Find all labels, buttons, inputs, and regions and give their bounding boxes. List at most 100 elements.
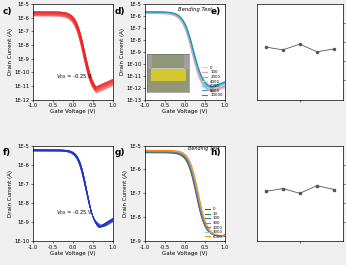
- 8000: [190, 46, 194, 49]
- 4000: [216, 86, 220, 89]
- 10000: [192, 51, 196, 54]
- 6000: [192, 54, 196, 57]
- Text: e): e): [210, 7, 220, 16]
- 6000: [223, 232, 227, 236]
- 8000: [211, 86, 215, 89]
- 10000: [216, 83, 220, 86]
- 3000: [143, 149, 147, 152]
- Text: $V_{DS}$ = -0.25 V: $V_{DS}$ = -0.25 V: [56, 208, 93, 217]
- 0: [191, 177, 195, 180]
- 6000: [216, 85, 220, 88]
- 8000: [191, 47, 195, 50]
- 1000: [190, 170, 194, 173]
- 1000: [210, 232, 215, 235]
- Y-axis label: Drain Current (A): Drain Current (A): [123, 170, 128, 217]
- 100: [216, 234, 220, 237]
- 2000: [191, 51, 195, 54]
- 4000: [223, 83, 227, 86]
- 0: [216, 234, 220, 237]
- Line: 100: 100: [145, 13, 225, 91]
- 10: [222, 235, 227, 238]
- 100: [216, 88, 220, 91]
- 0: [223, 86, 227, 89]
- 10: [143, 151, 147, 154]
- 0: [191, 54, 195, 57]
- 100: [143, 12, 147, 15]
- 2000: [143, 11, 147, 15]
- Text: $V_{DS}$ = -0.25 V: $V_{DS}$ = -0.25 V: [56, 73, 93, 81]
- 4000: [210, 88, 214, 91]
- 10000: [210, 85, 214, 89]
- Line: 0: 0: [145, 153, 225, 236]
- 2000: [223, 84, 227, 87]
- 4000: [191, 50, 195, 53]
- 8000: [143, 10, 147, 14]
- 1000: [221, 235, 225, 238]
- Line: 10000: 10000: [145, 12, 225, 87]
- 10000: [143, 10, 147, 13]
- Text: h): h): [210, 148, 221, 157]
- 100: [210, 90, 215, 93]
- 8000: [223, 81, 227, 84]
- 10000: [190, 45, 194, 48]
- 300: [223, 233, 227, 237]
- 300: [143, 150, 147, 153]
- 100: [223, 234, 227, 237]
- 0: [190, 53, 194, 56]
- 0: [210, 91, 215, 94]
- 0: [216, 89, 220, 92]
- Line: 300: 300: [145, 152, 225, 236]
- Line: 6000: 6000: [145, 12, 225, 89]
- 1000: [216, 234, 220, 237]
- 300: [216, 234, 220, 237]
- 100: [210, 232, 215, 236]
- 6000: [210, 231, 215, 235]
- 10: [143, 151, 147, 154]
- 3000: [191, 169, 195, 173]
- Line: 6000: 6000: [145, 150, 225, 236]
- 100: [143, 150, 147, 153]
- 3000: [216, 234, 220, 237]
- 2000: [210, 89, 215, 92]
- 0: [143, 151, 147, 154]
- 100: [143, 12, 147, 15]
- 300: [190, 171, 194, 174]
- Line: 8000: 8000: [145, 12, 225, 88]
- Line: 4000: 4000: [145, 13, 225, 90]
- 2000: [190, 50, 194, 53]
- 10: [216, 234, 220, 237]
- Line: 10: 10: [145, 152, 225, 236]
- 0: [190, 176, 194, 179]
- 6000: [143, 11, 147, 14]
- 1000: [192, 176, 196, 179]
- 10000: [143, 10, 147, 13]
- Legend: 0, 100, 2000, 4000, 6000, 8000, 10000: 0, 100, 2000, 4000, 6000, 8000, 10000: [202, 65, 223, 98]
- 6000: [191, 48, 195, 51]
- 10: [192, 181, 196, 184]
- 3000: [192, 174, 196, 178]
- 0: [192, 59, 196, 62]
- X-axis label: Gate Voltage (V): Gate Voltage (V): [162, 109, 208, 114]
- 10: [191, 175, 195, 179]
- 6000: [190, 167, 194, 170]
- 100: [191, 52, 195, 56]
- 6000: [210, 87, 214, 90]
- 0: [192, 183, 196, 186]
- Text: Bending Test: Bending Test: [177, 7, 212, 12]
- 4000: [190, 48, 194, 52]
- 100: [191, 174, 195, 177]
- 100: [192, 58, 196, 61]
- 6000: [143, 11, 147, 14]
- X-axis label: Gate Voltage (V): Gate Voltage (V): [162, 251, 208, 256]
- Line: 100: 100: [145, 152, 225, 236]
- 6000: [143, 149, 147, 152]
- 0: [143, 12, 147, 15]
- Text: d): d): [115, 7, 125, 16]
- 6000: [211, 87, 215, 90]
- 0: [223, 235, 227, 238]
- 1000: [143, 149, 147, 153]
- 4000: [211, 88, 215, 91]
- 100: [211, 90, 215, 93]
- Line: 3000: 3000: [145, 151, 225, 236]
- 100: [190, 173, 194, 176]
